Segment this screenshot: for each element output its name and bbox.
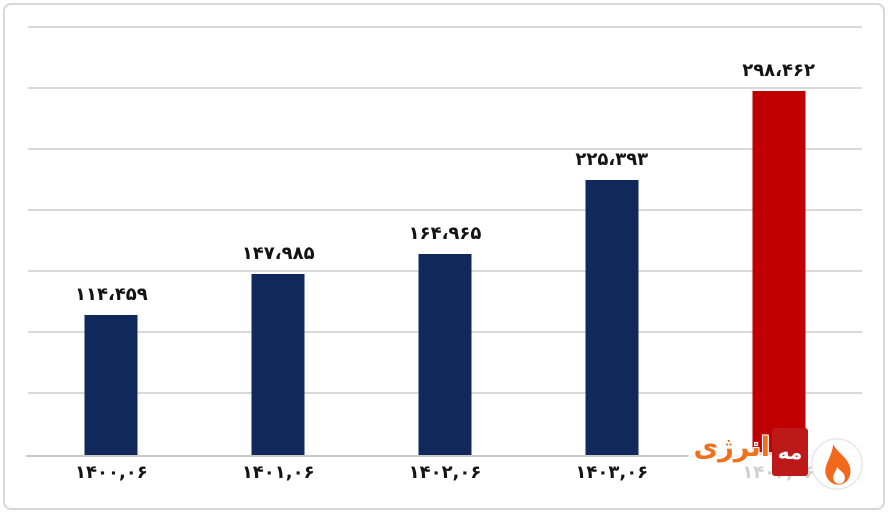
bar-slot: ۱۶۴،۹۶۵: [362, 28, 529, 455]
brand-mark-text: مه: [777, 440, 803, 464]
bar-series: ۱۱۴،۴۵۹ ۱۴۷،۹۸۵ ۱۶۴،۹۶۵ ۲۲۵،۳۹۳ ۲۹۸،۴۶۲: [28, 28, 862, 455]
plot-area: ۱۱۴،۴۵۹ ۱۴۷،۹۸۵ ۱۶۴،۹۶۵ ۲۲۵،۳۹۳ ۲۹۸،۴۶۲: [26, 26, 862, 457]
gridline: [28, 87, 862, 89]
bar-value-label: ۲۲۵،۳۹۳: [575, 149, 649, 171]
bar-slot: ۱۱۴،۴۵۹: [28, 28, 195, 455]
bar-1: [84, 315, 138, 455]
bar-4: [585, 180, 639, 455]
x-axis-line: [26, 455, 862, 457]
bar-3: [418, 253, 472, 455]
gridline: [28, 26, 862, 28]
x-axis-label: ۱۴۰۰,۰۶: [75, 462, 148, 483]
bar-slot: ۲۹۸،۴۶۲: [695, 28, 862, 455]
bar-value-label: ۱۱۴،۴۵۹: [75, 284, 148, 306]
bar-5: [752, 90, 806, 455]
brand-logo-mark: مه: [772, 428, 808, 476]
x-axis-label: ۱۴۰۳,۰۶: [575, 462, 649, 483]
gridline: [28, 209, 862, 211]
brand-name-text: انرژی: [693, 432, 770, 463]
bar-2: [251, 274, 305, 455]
flame-icon: [811, 438, 863, 490]
bar-slot: ۲۲۵،۳۹۳: [528, 28, 695, 455]
bar-value-label: ۲۹۸،۴۶۲: [742, 59, 815, 81]
x-axis-label: ۱۴۰۱,۰۶: [241, 462, 315, 483]
gridline: [28, 148, 862, 150]
x-axis-label: ۱۴۰۲,۰۶: [408, 462, 482, 483]
bar-value-label: ۱۴۷،۹۸۵: [241, 243, 315, 265]
bar-value-label: ۱۶۴،۹۶۵: [408, 222, 482, 244]
bar-slot: ۱۴۷،۹۸۵: [195, 28, 362, 455]
